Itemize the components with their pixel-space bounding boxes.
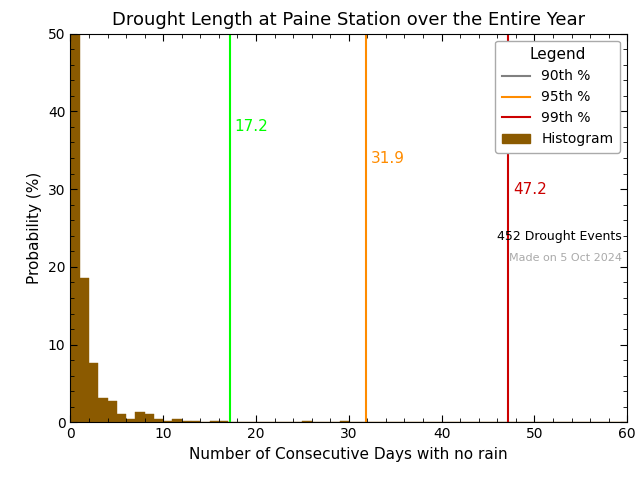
- Y-axis label: Probability (%): Probability (%): [28, 172, 42, 284]
- Legend: 90th %, 95th %, 99th %, Histogram: 90th %, 95th %, 99th %, Histogram: [495, 40, 620, 153]
- Text: 452 Drought Events: 452 Drought Events: [497, 230, 621, 243]
- Text: Made on 5 Oct 2024: Made on 5 Oct 2024: [509, 253, 621, 263]
- Bar: [210, 421, 219, 422]
- Bar: [117, 414, 126, 422]
- Bar: [339, 421, 349, 422]
- Text: 17.2: 17.2: [235, 120, 268, 134]
- Bar: [191, 421, 200, 422]
- Bar: [163, 421, 173, 422]
- Text: 31.9: 31.9: [371, 151, 405, 166]
- Title: Drought Length at Paine Station over the Entire Year: Drought Length at Paine Station over the…: [112, 11, 586, 29]
- Bar: [126, 420, 136, 422]
- Text: 47.2: 47.2: [513, 181, 547, 197]
- Bar: [108, 401, 117, 422]
- Bar: [80, 278, 89, 422]
- Bar: [89, 362, 99, 422]
- Bar: [154, 420, 163, 422]
- Bar: [219, 421, 228, 422]
- Bar: [70, 34, 80, 422]
- Bar: [136, 412, 145, 422]
- Bar: [182, 421, 191, 422]
- X-axis label: Number of Consecutive Days with no rain: Number of Consecutive Days with no rain: [189, 447, 508, 462]
- Bar: [303, 421, 312, 422]
- Bar: [173, 420, 182, 422]
- Bar: [99, 398, 108, 422]
- Bar: [145, 414, 154, 422]
